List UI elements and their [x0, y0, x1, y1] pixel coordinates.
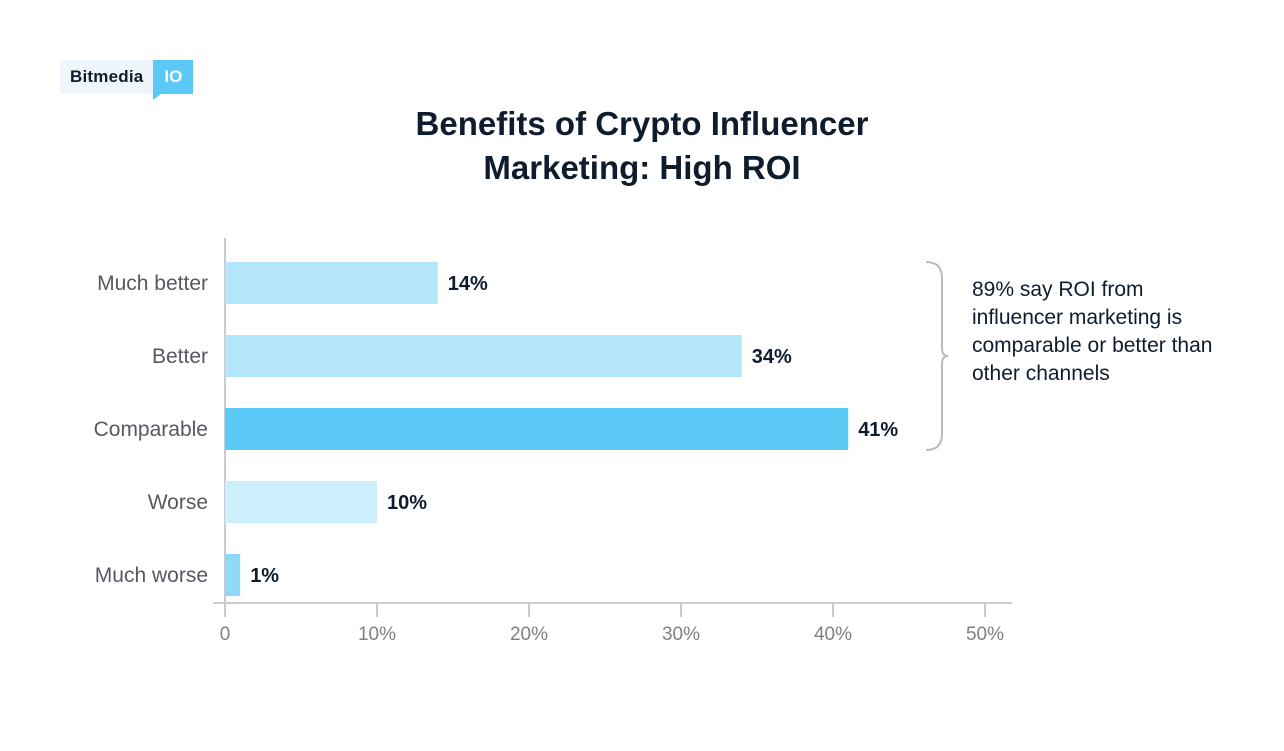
chart-title-line-1: Benefits of Crypto Influencer: [415, 105, 869, 142]
category-label: Much better: [97, 272, 208, 295]
data-label: 34%: [752, 346, 792, 368]
category-label: Comparable: [94, 418, 208, 441]
logo-text: Bitmedia: [60, 60, 154, 94]
x-tick-label: 40%: [814, 624, 852, 645]
chart-title: Benefits of Crypto Influencer Marketing:…: [0, 102, 1284, 190]
data-label: 10%: [387, 492, 427, 514]
x-tick-label: 10%: [358, 624, 396, 645]
x-tick-label: 30%: [662, 624, 700, 645]
bitmedia-logo: Bitmedia IO: [60, 60, 194, 100]
x-tick-label: 20%: [510, 624, 548, 645]
data-label: 1%: [250, 565, 279, 587]
bar: [225, 554, 241, 596]
annotation-bracket: [925, 261, 949, 451]
category-label: Better: [152, 345, 208, 368]
bar: [225, 262, 438, 304]
bar: [225, 481, 377, 523]
bar: [225, 335, 742, 377]
x-tick-label: 50%: [966, 624, 1004, 645]
data-label: 41%: [858, 419, 898, 441]
data-label: 14%: [448, 273, 488, 295]
roi-annotation: 89% say ROI from influencer marketing is…: [972, 278, 1213, 385]
category-label: Much worse: [95, 564, 208, 587]
chart-title-line-2: Marketing: High ROI: [483, 149, 801, 186]
logo-badge: IO: [153, 60, 194, 100]
category-label: Worse: [148, 491, 208, 514]
bar: [225, 408, 849, 450]
x-tick-label: 0: [220, 624, 231, 645]
